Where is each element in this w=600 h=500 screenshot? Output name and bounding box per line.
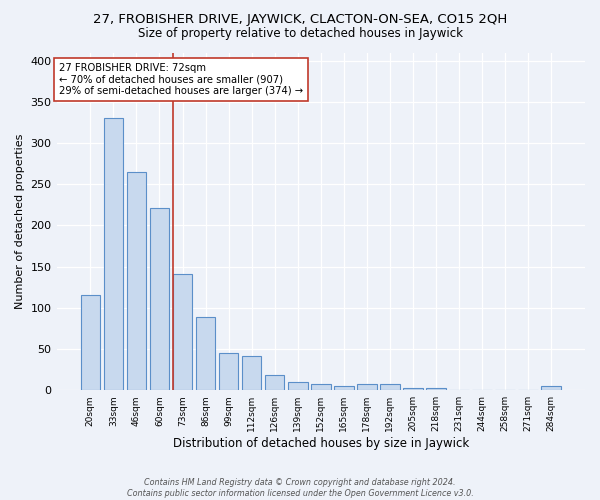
Bar [242,356,262,390]
X-axis label: Distribution of detached houses by size in Jaywick: Distribution of detached houses by size … [173,437,469,450]
Bar [104,118,123,390]
Bar [265,374,284,390]
Bar [80,294,100,390]
Y-axis label: Number of detached properties: Number of detached properties [15,134,25,309]
Bar [219,353,238,390]
Bar [334,386,353,390]
Text: 27 FROBISHER DRIVE: 72sqm
← 70% of detached houses are smaller (907)
29% of semi: 27 FROBISHER DRIVE: 72sqm ← 70% of detac… [59,62,304,96]
Bar [149,208,169,390]
Bar [357,384,377,390]
Bar [311,384,331,390]
Bar [380,384,400,390]
Bar [173,274,193,390]
Bar [403,388,423,390]
Text: Size of property relative to detached houses in Jaywick: Size of property relative to detached ho… [137,28,463,40]
Bar [196,317,215,390]
Bar [288,382,308,390]
Text: Contains HM Land Registry data © Crown copyright and database right 2024.
Contai: Contains HM Land Registry data © Crown c… [127,478,473,498]
Bar [541,386,561,390]
Bar [127,172,146,390]
Text: 27, FROBISHER DRIVE, JAYWICK, CLACTON-ON-SEA, CO15 2QH: 27, FROBISHER DRIVE, JAYWICK, CLACTON-ON… [93,12,507,26]
Bar [426,388,446,390]
